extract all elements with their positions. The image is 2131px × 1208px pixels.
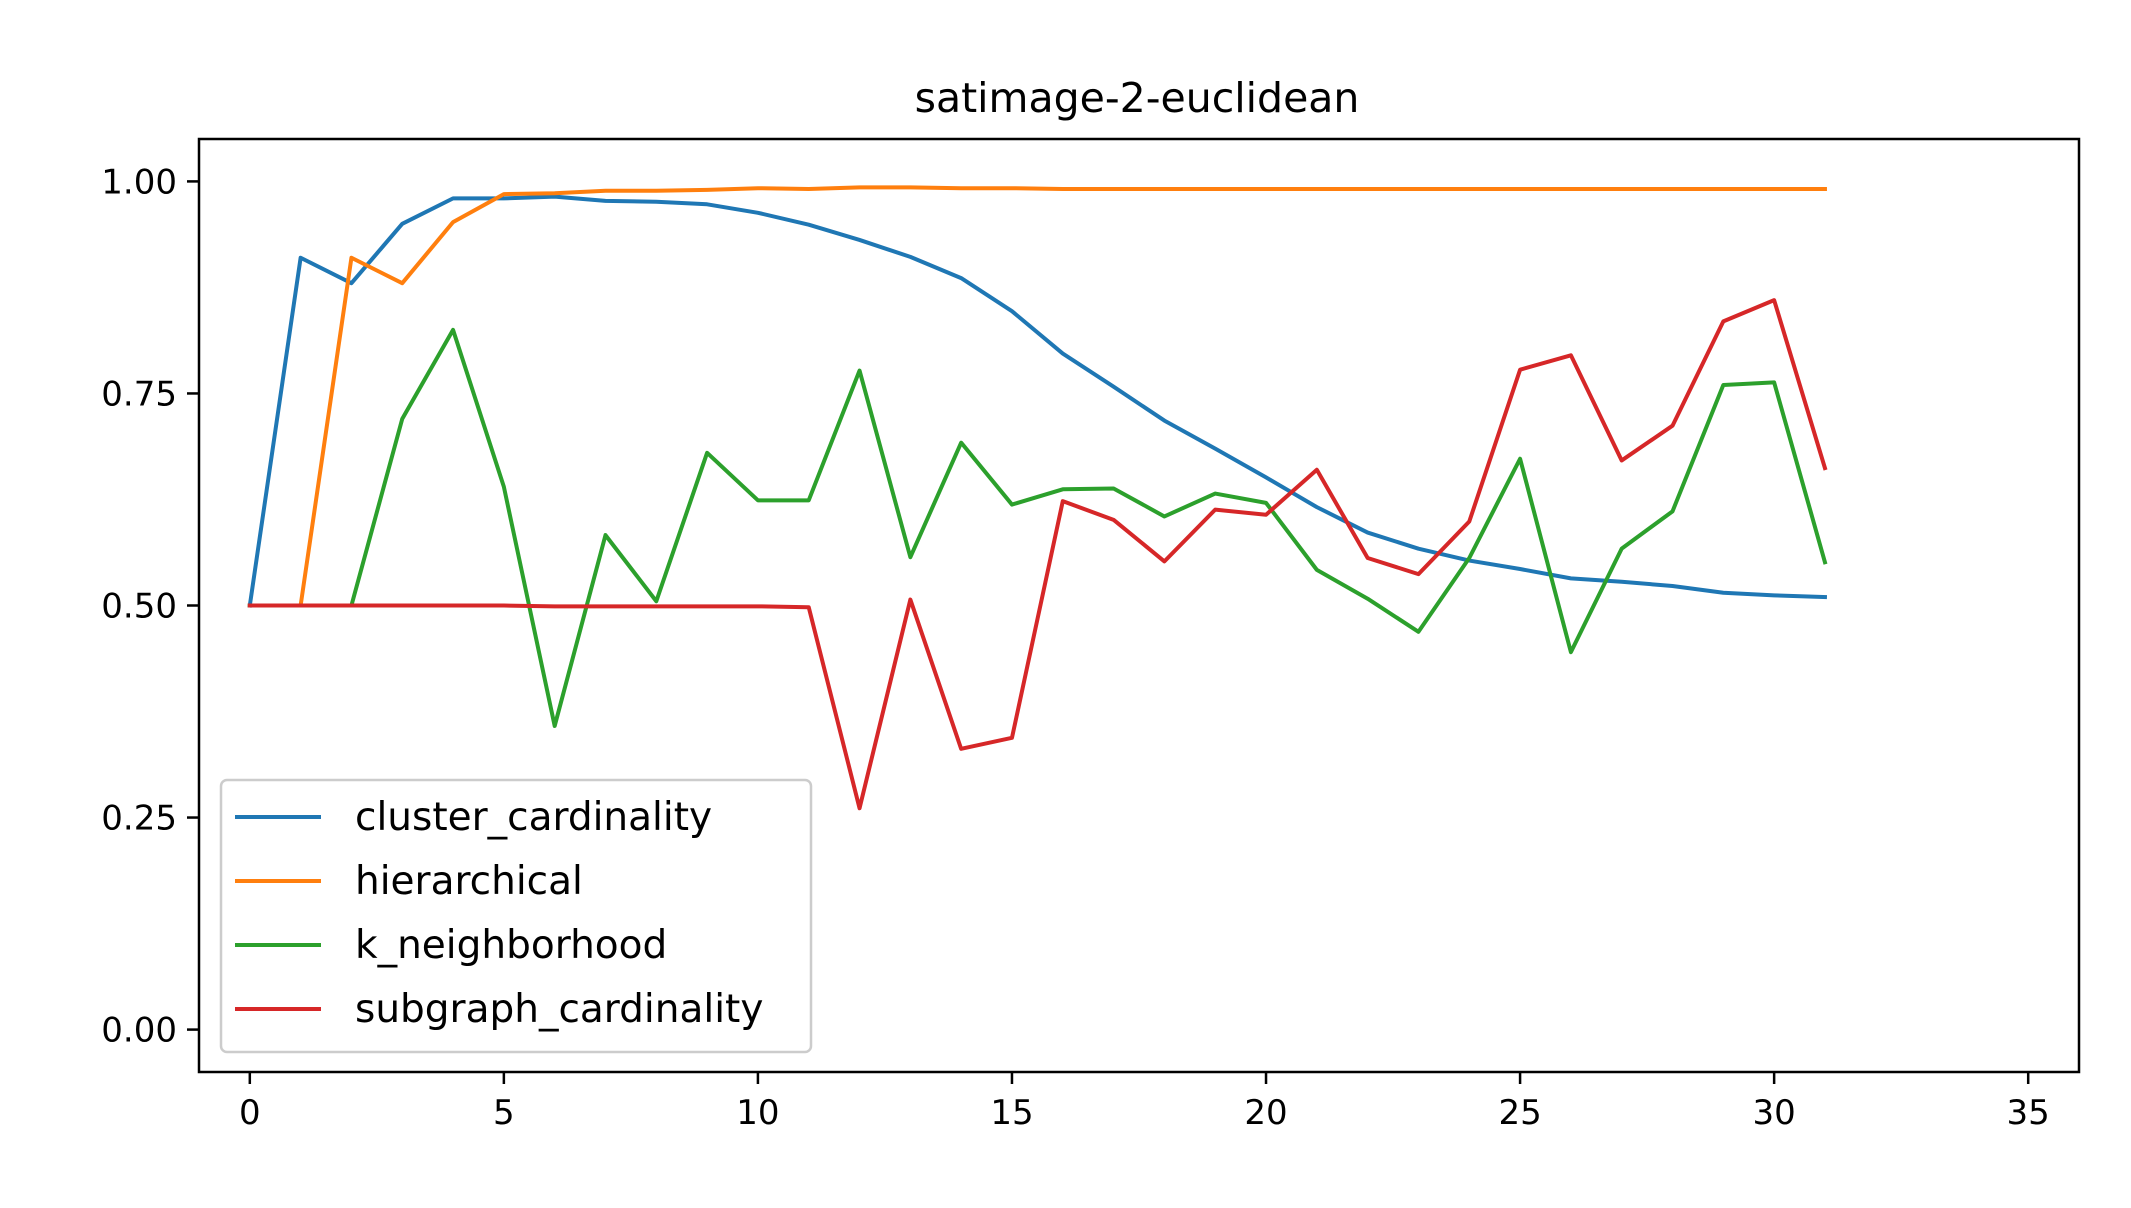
y-tick-label: 0.50 <box>101 587 177 627</box>
series-line-k-neighborhood <box>247 327 1828 728</box>
legend: cluster_cardinality hierarchical k_neighbo… <box>219 778 813 1054</box>
x-axis: 0 5 10 15 20 25 30 35 <box>239 1072 2050 1133</box>
y-tick-label: 0.25 <box>101 799 177 839</box>
y-tick-label: 0.00 <box>101 1011 177 1051</box>
x-tick-label: 20 <box>1244 1093 1287 1133</box>
x-tick-label: 25 <box>1498 1093 1541 1133</box>
chart-title: satimage-2-euclidean <box>915 74 1360 122</box>
series-layer <box>247 185 1828 811</box>
legend-box <box>219 778 813 1054</box>
y-axis: 0.00 0.25 0.50 0.75 1.00 <box>101 162 199 1051</box>
y-tick-label: 0.75 <box>101 374 177 414</box>
legend-label-subgraph-cardinality: subgraph_cardinality <box>355 987 763 1032</box>
legend-label-cluster-cardinality: cluster_cardinality <box>355 795 712 840</box>
x-tick-label: 0 <box>239 1093 261 1133</box>
x-tick-label: 10 <box>736 1093 779 1133</box>
legend-label-hierarchical: hierarchical <box>355 859 583 904</box>
x-tick-label: 30 <box>1753 1093 1796 1133</box>
legend-label-k-neighborhood: k_neighborhood <box>355 923 667 968</box>
x-tick-label: 15 <box>990 1093 1033 1133</box>
series-line-subgraph-cardinality <box>247 298 1828 811</box>
series-line-hierarchical <box>247 185 1827 608</box>
x-tick-label: 5 <box>493 1093 515 1133</box>
x-tick-label: 35 <box>2007 1093 2050 1133</box>
series-line-cluster-cardinality <box>247 194 1828 608</box>
y-tick-label: 1.00 <box>101 162 177 202</box>
